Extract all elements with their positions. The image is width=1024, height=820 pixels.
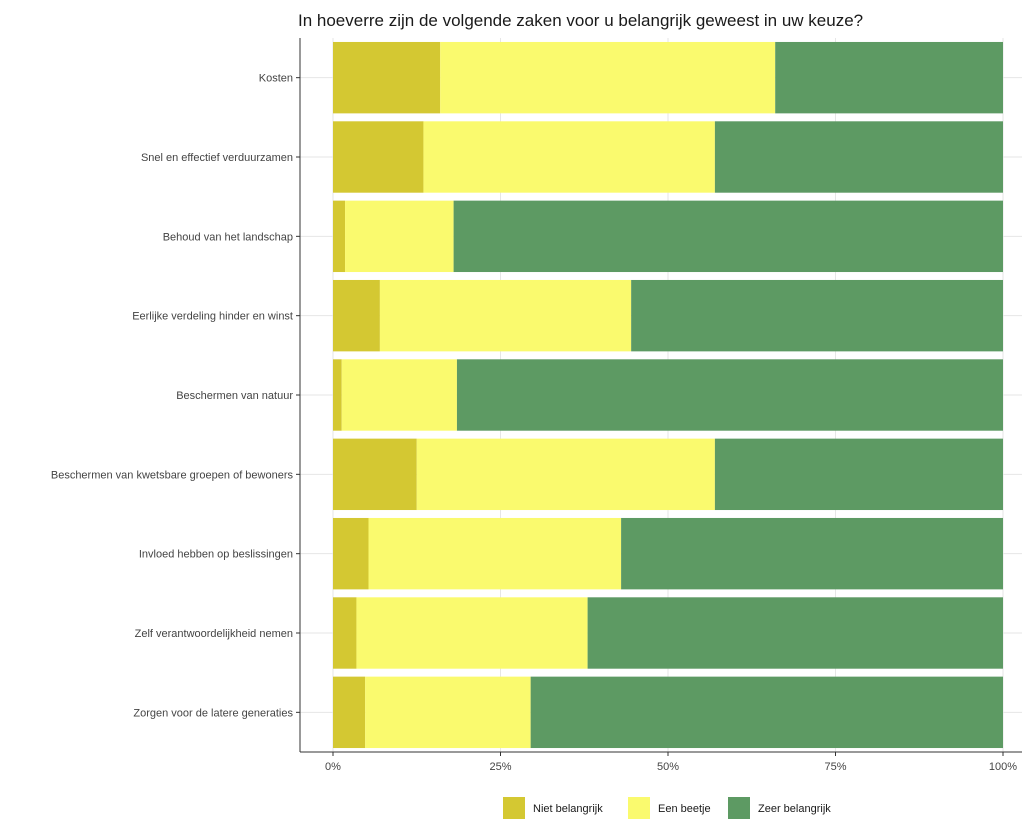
bar-segment-niet-belangrijk <box>333 279 380 352</box>
x-tick-label: 50% <box>657 761 679 773</box>
legend-label: Niet belangrijk <box>533 803 603 815</box>
x-tick-label: 100% <box>989 761 1017 773</box>
category-label: Kosten <box>259 73 293 85</box>
bar-segment-niet-belangrijk <box>333 438 417 511</box>
bar-segment-een-beetje <box>365 676 531 749</box>
bar-segment-zeer-belangrijk <box>631 279 1003 352</box>
bar-segment-niet-belangrijk <box>333 676 366 749</box>
legend-label: Zeer belangrijk <box>758 803 831 815</box>
bar-segment-een-beetje <box>341 359 457 431</box>
category-label: Behoud van het landschap <box>163 231 293 243</box>
bar-segment-niet-belangrijk <box>333 200 346 273</box>
bar-segment-een-beetje <box>440 41 776 114</box>
category-label: Snel en effectief verduurzamen <box>141 152 293 164</box>
bar-segment-een-beetje <box>379 279 632 352</box>
x-tick-label: 25% <box>489 761 511 773</box>
bar-segment-niet-belangrijk <box>333 121 424 193</box>
bar-segment-een-beetje <box>345 200 454 273</box>
bar-segment-een-beetje <box>416 438 715 511</box>
legend-swatch <box>728 797 750 819</box>
legend-swatch <box>503 797 525 819</box>
legend-swatch <box>628 797 650 819</box>
x-tick-label: 75% <box>824 761 846 773</box>
axes: Kosten Snel en effectief verduurzamen Beho… <box>51 38 1022 773</box>
bar-segment-niet-belangrijk <box>333 359 342 431</box>
bar-segment-niet-belangrijk <box>333 517 369 590</box>
bar-segment-niet-belangrijk <box>333 41 441 114</box>
category-label: Zorgen voor de latere generaties <box>133 707 293 719</box>
category-label: Eerlijke verdeling hinder en winst <box>132 311 293 323</box>
category-label: Invloed hebben op beslissingen <box>139 549 293 561</box>
bar-segment-een-beetje <box>356 597 588 669</box>
bar-segment-zeer-belangrijk <box>530 676 1003 749</box>
bars <box>333 41 1004 749</box>
bar-segment-zeer-belangrijk <box>775 41 1003 114</box>
bar-segment-zeer-belangrijk <box>587 597 1003 669</box>
bar-segment-zeer-belangrijk <box>714 438 1003 511</box>
category-label: Zelf verantwoordelijkheid nemen <box>135 628 293 640</box>
bar-segment-een-beetje <box>423 121 715 193</box>
legend-label: Een beetje <box>658 803 711 815</box>
x-tick-label: 0% <box>325 761 341 773</box>
legend: Niet belangrijk Een beetje Zeer belangrijk <box>503 797 831 819</box>
bar-segment-niet-belangrijk <box>333 597 357 669</box>
bar-segment-zeer-belangrijk <box>714 121 1003 193</box>
bar-segment-een-beetje <box>368 517 622 590</box>
category-label: Beschermen van natuur <box>176 390 293 402</box>
bar-segment-zeer-belangrijk <box>453 200 1004 273</box>
category-label: Beschermen van kwetsbare groepen of bewo… <box>51 469 294 481</box>
chart-title: In hoeverre zijn de volgende zaken voor … <box>298 11 863 30</box>
bar-segment-zeer-belangrijk <box>456 359 1003 431</box>
bar-segment-zeer-belangrijk <box>621 517 1003 590</box>
